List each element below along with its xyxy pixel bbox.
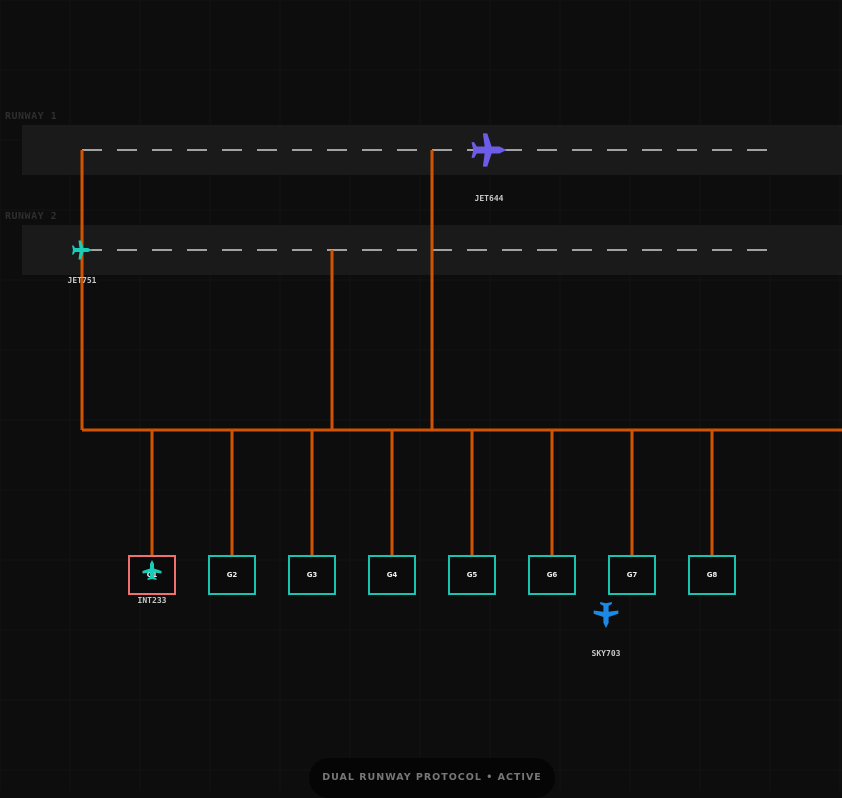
gate-g2[interactable]: G2	[208, 555, 256, 595]
gate-g1[interactable]: G1	[128, 555, 176, 595]
runway-2-label: RUNWAY 2	[5, 211, 58, 222]
callsign-label: JET751	[67, 276, 97, 285]
gate-g3[interactable]: G3	[288, 555, 336, 595]
gate-g4[interactable]: G4	[368, 555, 416, 595]
gate-g7[interactable]: G7	[608, 555, 656, 595]
runway-1-label: RUNWAY 1	[5, 111, 58, 122]
callsign-label: JET644	[474, 194, 504, 203]
gate-g6[interactable]: G6	[528, 555, 576, 595]
status-banner: DUAL RUNWAY PROTOCOL • ACTIVE	[309, 758, 555, 798]
gate-g8[interactable]: G8	[688, 555, 736, 595]
callsign-label: SKY703	[591, 649, 621, 658]
callsign-label: INT233	[137, 596, 167, 605]
gate-g5[interactable]: G5	[448, 555, 496, 595]
